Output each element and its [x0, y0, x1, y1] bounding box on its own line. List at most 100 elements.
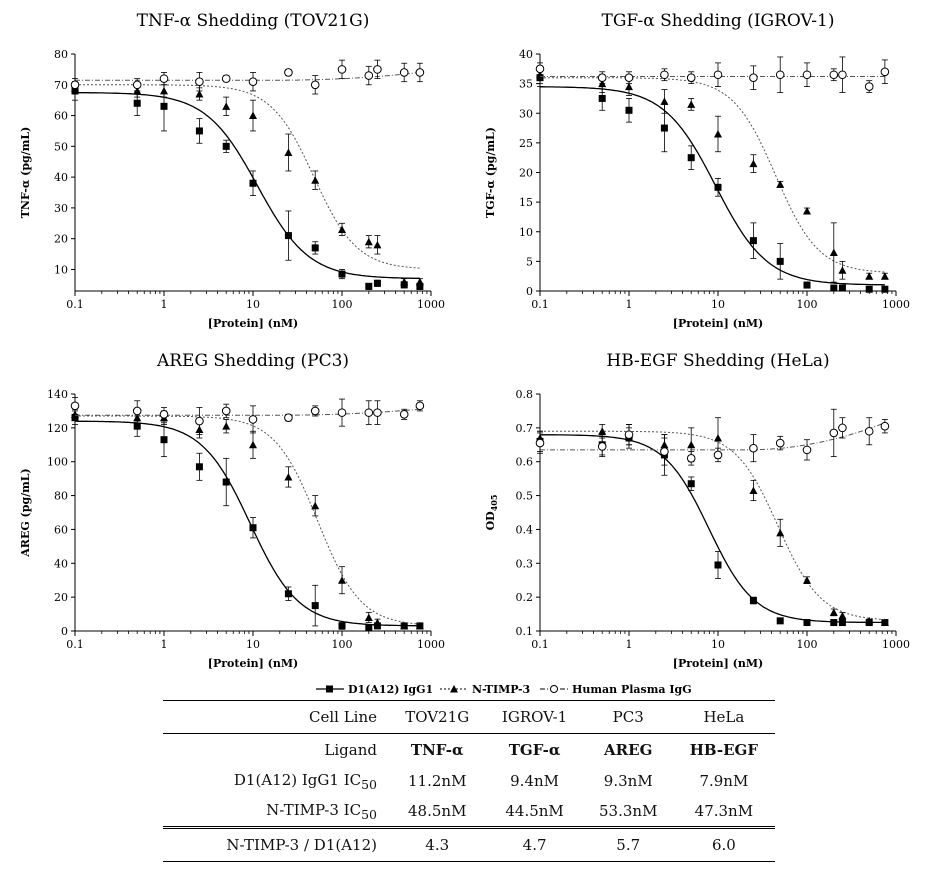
table-cell: 4.7: [485, 826, 584, 862]
data-point-square: [365, 624, 373, 632]
x-tick-label: 1: [626, 638, 633, 651]
data-point-triangle: [776, 180, 785, 188]
data-point-square: [830, 284, 838, 292]
data-point-circle: [624, 73, 634, 82]
data-point-triangle: [829, 248, 838, 256]
legend-d1-label: D1(A12) IgG1: [348, 683, 433, 696]
data-point-triangle: [625, 82, 633, 91]
data-point-circle: [713, 450, 723, 460]
data-point-circle: [838, 423, 847, 433]
data-point-triangle: [415, 277, 424, 286]
x-tick-label: 0.1: [531, 638, 549, 651]
y-tick-label: 20: [54, 591, 68, 604]
table-cell: TGF-α: [485, 733, 584, 766]
table-cell: PC3: [583, 700, 673, 734]
data-point-circle: [535, 438, 545, 448]
x-tick-label: 10: [246, 638, 260, 651]
data-point-circle: [337, 65, 347, 74]
data-point-triangle: [829, 608, 838, 616]
data-point-circle: [624, 430, 634, 439]
data-point-circle: [248, 77, 258, 87]
y-tick-label: 10: [54, 263, 68, 276]
data-point-circle: [535, 64, 545, 74]
y-tick-label: 0: [526, 285, 533, 298]
x-tick-label: 10: [246, 298, 260, 311]
fit-curve: [540, 86, 885, 286]
data-point-triangle: [160, 86, 168, 95]
x-axis-label: [Protein] (nM): [208, 657, 298, 670]
y-tick-label: 80: [54, 490, 68, 503]
series-n-timp-3: [536, 65, 889, 283]
data-point-triangle: [714, 129, 722, 138]
data-point-circle: [159, 410, 169, 419]
table-cell: HB-EGF: [672, 733, 775, 766]
data-point-square: [133, 422, 141, 430]
fit-curve: [539, 434, 885, 624]
data-point-square: [749, 237, 757, 245]
data-point-square: [714, 183, 722, 191]
data-point-circle: [310, 406, 320, 416]
series-n-timp-3: [71, 408, 424, 630]
data-point-circle: [864, 82, 874, 91]
data-point-circle: [310, 80, 320, 90]
series-d1-a12-igg1: [71, 410, 424, 632]
table-cell: 44.5nM: [505, 802, 564, 820]
y-tick-label: 20: [54, 233, 68, 246]
data-point-square: [776, 617, 784, 625]
y-tick-label: 70: [54, 79, 68, 92]
data-point-square: [160, 436, 168, 444]
y-tick-label: 30: [54, 202, 68, 215]
data-point-circle: [597, 442, 607, 451]
data-point-square: [373, 279, 381, 287]
data-point-triangle: [249, 440, 257, 449]
data-point-circle: [195, 416, 204, 426]
table-cell: D1(A12) IgG1 IC50: [233, 770, 377, 792]
x-tick-label: 100: [797, 638, 818, 651]
data-point-circle: [686, 73, 696, 82]
legend-hpigg-label: Human Plasma IgG: [572, 683, 692, 696]
fit-curve: [75, 72, 420, 81]
x-tick-label: 100: [332, 638, 353, 651]
chart-panel-1: TNF-α Shedding (TOV21G) 10 20 30 40 50 60 70 80 0…: [19, 11, 445, 330]
data-point-triangle: [880, 272, 889, 280]
series-human-plasma-igg: [535, 408, 890, 466]
data-point-square: [338, 270, 346, 278]
data-point-square: [598, 94, 606, 102]
table-row: Ligand TNF-α TGF-α AREG HB-EGF: [163, 733, 775, 766]
data-point-triangle: [714, 434, 722, 442]
data-point-square: [749, 597, 757, 605]
y-tick-label: 5: [526, 255, 533, 268]
data-point-square: [803, 619, 811, 627]
x-tick-label: 0.1: [66, 638, 84, 651]
data-point-triangle: [865, 616, 874, 625]
y-axis-label: OD405: [484, 495, 499, 531]
data-point-triangle: [598, 427, 607, 435]
data-point-circle: [159, 74, 169, 83]
data-point-square: [687, 480, 695, 488]
data-point-square: [838, 284, 846, 292]
data-point-circle: [802, 445, 812, 455]
fit-curve: [540, 77, 885, 273]
data-point-square: [365, 282, 373, 290]
data-point-circle: [775, 438, 785, 448]
data-point-square: [660, 124, 668, 132]
data-point-triangle: [338, 576, 346, 584]
x-tick-label: 100: [332, 298, 353, 311]
chart-title: HB-EGF Shedding (HeLa): [606, 351, 829, 371]
table-cell: TOV21G: [389, 700, 486, 734]
x-tick-label: 100: [797, 298, 818, 311]
y-tick-label: 40: [54, 171, 68, 184]
data-point-triangle: [249, 111, 257, 120]
table-cell: 11.2nM: [408, 772, 467, 790]
data-point-square: [249, 179, 257, 187]
data-point-triangle: [364, 613, 373, 621]
data-point-triangle: [284, 472, 293, 481]
series-human-plasma-igg: [70, 59, 425, 95]
x-tick-label: 1: [626, 298, 633, 311]
data-point-triangle: [373, 618, 382, 627]
y-tick-label: 40: [54, 557, 68, 570]
legend: D1(A12) IgG1 N-TIMP-3 Human Plasma IgG: [316, 683, 692, 696]
y-tick-label: 100: [47, 456, 68, 469]
y-tick-label: 60: [54, 523, 68, 536]
data-point-triangle: [400, 621, 409, 630]
